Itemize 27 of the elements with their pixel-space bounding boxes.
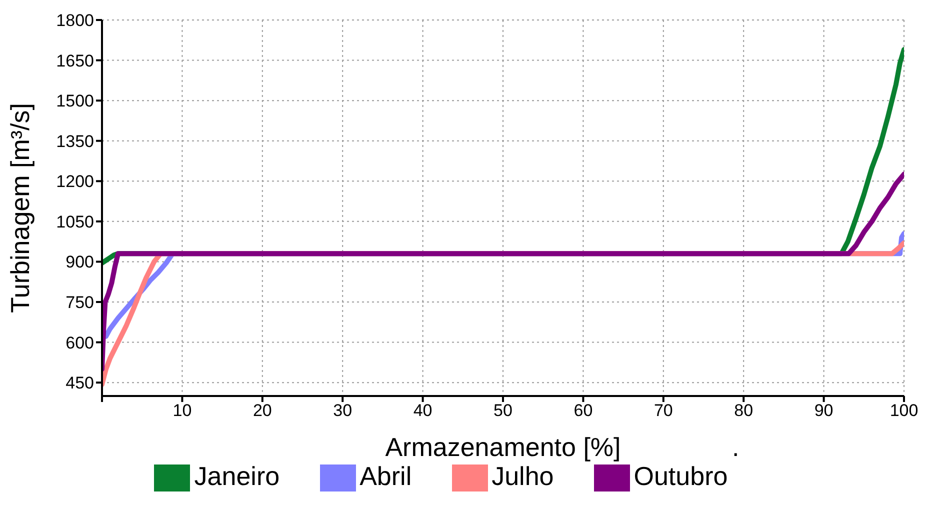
x-tick-label: 50 <box>494 401 512 420</box>
x-tick-label: 80 <box>734 401 754 420</box>
y-axis-title: Turbinagem [m³/s] <box>5 103 36 313</box>
y-tick-label: 1500 <box>56 92 94 111</box>
legend-label: Julho <box>492 460 554 491</box>
x-axis-title: Armazenamento [%] <box>385 432 621 462</box>
x-tick-label: 70 <box>654 401 673 420</box>
x-tick-label: 40 <box>413 401 432 420</box>
y-tick-label: 750 <box>66 293 94 312</box>
x-tick-label: 100 <box>890 401 918 420</box>
x-tick-label: 10 <box>172 401 192 420</box>
y-tick-label: 1050 <box>56 212 94 232</box>
x-tick-label: 20 <box>252 401 272 420</box>
x-tick-label: 30 <box>333 401 352 420</box>
y-tick-label: 1350 <box>56 132 94 151</box>
y-tick-label: 600 <box>66 333 94 352</box>
legend-label: Outubro <box>634 460 728 491</box>
legend-label: Abril <box>360 460 412 491</box>
y-tick-label: 900 <box>66 252 94 272</box>
y-tick-label: 1650 <box>56 51 94 70</box>
x-tick-label: 90 <box>814 401 834 420</box>
legend-label: Janeiro <box>194 460 280 491</box>
y-tick-label: 450 <box>66 374 94 393</box>
y-tick-label: 1800 <box>56 11 94 30</box>
y-tick-label: 1200 <box>56 172 94 192</box>
x-tick-label: 60 <box>574 401 593 420</box>
text: . <box>732 432 740 463</box>
